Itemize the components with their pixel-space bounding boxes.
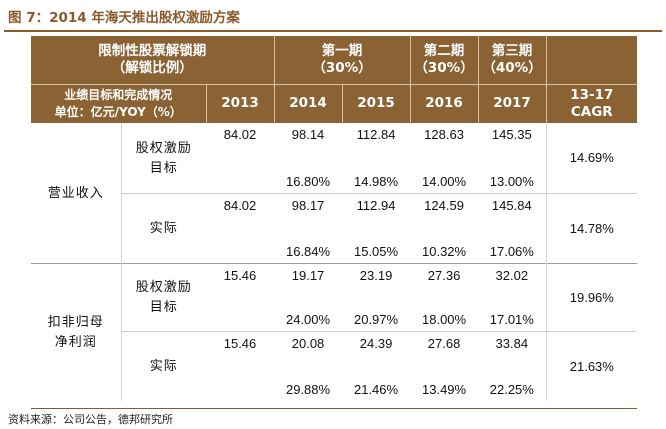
row-label-line-1: 股权激励: [135, 139, 192, 155]
period-3-name: 第三期: [491, 42, 533, 59]
value-cell: 84.02: [223, 127, 257, 142]
group-label-line-1: 扣非归母: [47, 314, 104, 330]
value-cell: 128.63: [424, 127, 464, 142]
value-cell: 84.02: [206, 192, 275, 228]
row-label-line-1: 股权激励: [135, 279, 192, 294]
year-header-2013: 2013: [206, 84, 275, 123]
row-label-profit-actual: 实际: [120, 330, 206, 401]
yoy-cell: 16.84%: [285, 243, 331, 259]
unit-label: 单位：亿元/YOY（%）: [54, 104, 182, 119]
group-label-line-2: 净利润: [54, 334, 97, 350]
incentive-plan-table: 限制性股票解锁期 （解锁比例） 第一期 （30%） 第二期 （30%） 第三期 …: [31, 36, 638, 401]
value-cell: 15.46: [206, 330, 275, 366]
period-1-pct: （30%）: [312, 59, 372, 76]
lock-ratio-label: （解锁比例）: [111, 59, 193, 76]
period-2-header: 第二期 （30%）: [410, 36, 479, 85]
cagr-cell: 14.78%: [545, 192, 638, 263]
header-row-lock-periods: 限制性股票解锁期 （解锁比例） 第一期 （30%） 第二期 （30%） 第三期 …: [31, 36, 638, 85]
header-row-years: 业绩目标和完成情况 单位：亿元/YOY（%） 2013 2014 2015 20…: [31, 84, 638, 123]
yoy-cell: 14.98%: [353, 173, 399, 189]
yoy-cell: 13.49%: [422, 382, 467, 397]
yoy-cell: [206, 158, 274, 193]
period-2-pct: （30%）: [414, 59, 474, 76]
group-label-net-profit: 扣非归母 净利润: [31, 262, 121, 401]
yoy-cell: 29.88%: [285, 382, 331, 397]
target-completion-label: 业绩目标和完成情况: [64, 87, 173, 102]
period-1-header: 第一期 （30%）: [274, 36, 411, 85]
yoy-cell: 18.00%: [422, 311, 467, 327]
table-row: 29.88% 21.46% 13.49% 22.25%: [31, 366, 637, 401]
yoy-cell: 21.46%: [353, 382, 399, 397]
yoy-cell: 20.97%: [353, 311, 399, 327]
yoy-cell: 17.06%: [489, 243, 534, 259]
value-cell: 15.46: [206, 262, 275, 297]
lock-period-header: 限制性股票解锁期 （解锁比例）: [31, 36, 275, 85]
row-label-revenue-actual: 实际: [120, 192, 206, 263]
table-row: 24.00% 20.97% 18.00% 17.01%: [31, 297, 637, 331]
table-bottom-rule: [31, 408, 637, 409]
row-label-line-1: 实际: [149, 220, 178, 235]
unit-header: 业绩目标和完成情况 单位：亿元/YOY（%）: [31, 84, 207, 123]
year-header-2016: 2016: [410, 84, 479, 123]
period-3-header: 第三期 （40%）: [478, 36, 547, 85]
value-cell: 98.17: [274, 192, 343, 228]
row-label-revenue-target: 股权激励 目标: [120, 123, 206, 193]
value-cell: 20.08: [274, 330, 343, 366]
lock-period-label: 限制性股票解锁期: [98, 42, 207, 59]
figure-title: 图 7：2014 年海天推出股权激励方案: [8, 10, 240, 26]
table-row: 16.84% 15.05% 10.32% 17.06%: [31, 228, 637, 263]
year-header-2017: 2017: [478, 84, 547, 123]
cagr-header: 13-17 CAGR: [546, 84, 638, 123]
cagr-cell: 14.69%: [545, 123, 638, 193]
cagr-cell: 19.96%: [545, 262, 638, 331]
yoy-cell: [206, 228, 274, 263]
cagr-range-label: 13-17: [570, 86, 614, 103]
table-row: 16.80% 14.98% 14.00% 13.00%: [31, 158, 637, 193]
value-cell: 145.84: [478, 192, 547, 228]
value-cell: 23.19: [342, 262, 411, 297]
value-cell: 33.84: [478, 330, 547, 366]
yoy-cell: 14.00%: [422, 173, 467, 189]
cagr-label: CAGR: [570, 103, 613, 120]
year-header-2014: 2014: [274, 84, 343, 123]
yoy-cell: 16.80%: [285, 173, 331, 189]
value-cell: 27.36: [410, 262, 479, 297]
title-divider: [4, 30, 662, 32]
value-cell: 98.14: [291, 127, 325, 142]
yoy-cell: 22.25%: [489, 382, 534, 397]
value-cell: 27.68: [410, 330, 479, 366]
yoy-cell: 24.00%: [285, 311, 331, 327]
table-row: 实际 15.46 20.08 24.39 27.68 33.84 21.63%: [31, 330, 638, 401]
table-row: 实际 84.02 98.17 112.94 124.59 145.84 14.7…: [31, 192, 638, 263]
yoy-cell: 17.01%: [489, 311, 534, 327]
value-cell: 19.17: [274, 262, 343, 297]
yoy-cell: [206, 297, 274, 331]
period-2-name: 第二期: [423, 42, 465, 59]
value-cell: 124.59: [410, 192, 479, 228]
value-cell: 112.94: [342, 192, 411, 228]
yoy-cell: 13.00%: [489, 173, 534, 189]
value-cell: 112.84: [356, 127, 396, 142]
yoy-cell: 15.05%: [353, 243, 399, 259]
source-note: 资料来源：公司公告，德邦研究所: [8, 413, 173, 426]
row-label-line-2: 目标: [149, 159, 178, 175]
value-cell: 145.35: [491, 127, 532, 142]
group-label-revenue: 营业收入: [47, 184, 104, 200]
header-blank-cell: [546, 36, 638, 85]
row-label-line-1: 实际: [149, 358, 178, 374]
cagr-cell: 21.63%: [545, 330, 638, 401]
value-cell: 24.39: [342, 330, 411, 366]
period-3-pct: （40%）: [482, 59, 542, 76]
yoy-cell: [206, 366, 274, 401]
table-row: 营业收入 股权激励 目标 84.02 98.14 112.84 128.63 1…: [31, 123, 638, 200]
table-row: 扣非归母 净利润 股权激励 目标 15.46 19.17 23.19 27.36…: [31, 262, 638, 401]
row-label-line-2: 目标: [149, 299, 178, 314]
row-label-profit-target: 股权激励 目标: [120, 262, 206, 331]
year-header-2015: 2015: [342, 84, 411, 123]
yoy-cell: 10.32%: [422, 243, 467, 259]
period-1-name: 第一期: [321, 42, 363, 59]
value-cell: 32.02: [478, 262, 547, 297]
